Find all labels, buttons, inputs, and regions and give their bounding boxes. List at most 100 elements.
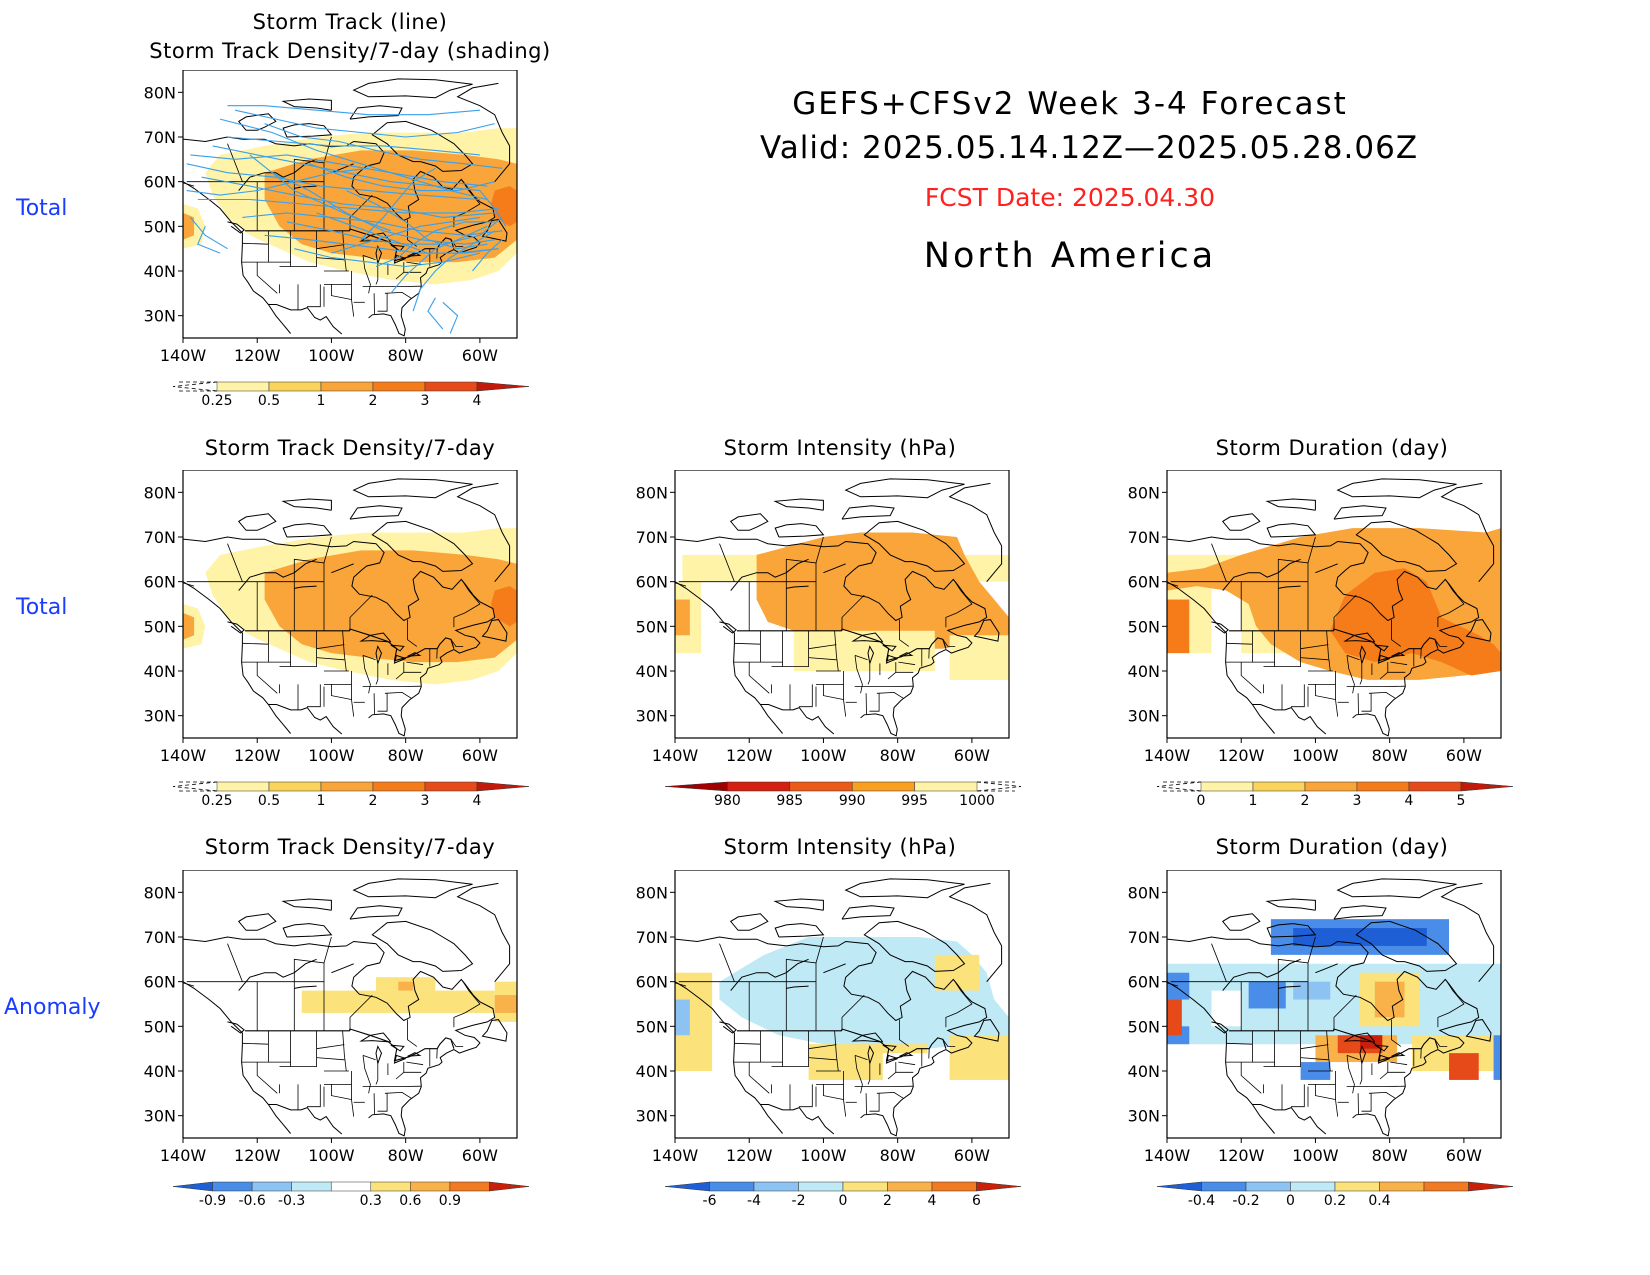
- panel-title-density-total: Storm Track Density/7-day: [140, 434, 560, 463]
- colorbar-label: 985: [776, 793, 803, 808]
- colorbar-swatch: [320, 381, 374, 392]
- colorbar-swatch: [1460, 781, 1514, 792]
- colorbar-label: 0.5: [258, 793, 280, 808]
- colorbar-swatch: [1156, 1181, 1202, 1192]
- colorbar-label: 0.6: [399, 1193, 421, 1208]
- shading-region: [1330, 568, 1501, 676]
- lon-tick-label: 140W: [160, 746, 207, 765]
- colorbar-label: 4: [473, 793, 482, 808]
- colorbar-density-total: 0.25 0.5 1 2 3 4: [172, 781, 530, 808]
- lat-tick-label: 60N: [636, 573, 668, 592]
- lat-tick-label: 70N: [636, 928, 668, 947]
- lat-tick-label: 40N: [144, 1062, 176, 1081]
- lat-tick-label: 40N: [636, 1062, 668, 1081]
- storm-track-line: [190, 154, 488, 187]
- colorbar-swatch: [789, 781, 853, 792]
- lat-tick-label: 50N: [636, 1017, 668, 1036]
- map-frame: [674, 870, 1010, 1139]
- colorbar-swatch: [914, 781, 978, 792]
- lat-tick-label: 80N: [1128, 483, 1160, 502]
- lat-tick-label: 80N: [636, 883, 668, 902]
- lon-tick-label: 60W: [1446, 1146, 1482, 1165]
- region-name: North America: [923, 236, 1217, 276]
- lon-tick-label: 100W: [308, 1146, 355, 1165]
- shading-cell: [1374, 981, 1405, 1018]
- lon-tick-label: 80W: [388, 746, 424, 765]
- lat-tick-label: 30N: [144, 1107, 176, 1126]
- colorbar-swatch: [1290, 1181, 1336, 1192]
- colorbar-open-end: [172, 381, 218, 392]
- title-line: Storm Track Density/7-day: [204, 436, 496, 460]
- colorbar-label: 6: [972, 1193, 981, 1208]
- title-line: Storm Intensity (hPa): [723, 835, 957, 859]
- colorbar-swatch: [216, 381, 270, 392]
- lon-tick-label: 100W: [800, 1146, 847, 1165]
- colorbar-swatch: [268, 781, 322, 792]
- storm-track-line: [201, 176, 495, 218]
- map-frame: [674, 470, 1010, 739]
- colorbar-swatch: [1200, 781, 1254, 792]
- lon-tick-label: 80W: [1372, 746, 1408, 765]
- shading-cell: [675, 599, 690, 636]
- colorbar-label: 4: [473, 393, 482, 408]
- colorbar-label: 0.4: [1368, 1193, 1390, 1208]
- colorbar-swatch: [753, 1181, 799, 1192]
- lat-tick-label: 30N: [1128, 1107, 1160, 1126]
- colorbar-swatch: [251, 1181, 292, 1192]
- colorbar-intensity-total: 980 985 990 995 1000: [664, 781, 1022, 808]
- shading-cell: [1167, 972, 1190, 1000]
- lon-tick-label: 120W: [234, 746, 281, 765]
- lat-tick-label: 80N: [636, 483, 668, 502]
- storm-track-line: [360, 167, 436, 241]
- map-frame: [182, 70, 518, 339]
- lon-tick-label: 140W: [160, 1146, 207, 1165]
- lon-tick-label: 60W: [462, 346, 498, 365]
- lat-tick-label: 50N: [1128, 617, 1160, 636]
- lat-tick-label: 50N: [1128, 1017, 1160, 1036]
- lat-tick-label: 40N: [636, 662, 668, 681]
- colorbar-open-end: [1156, 781, 1202, 792]
- colorbar-swatch: [664, 1181, 710, 1192]
- shading-cell: [1211, 990, 1242, 1027]
- colorbar-label: -6: [703, 1193, 717, 1208]
- lat-tick-label: 50N: [144, 1017, 176, 1036]
- colorbar-label: 0: [839, 1193, 848, 1208]
- colorbar-label: 2: [1301, 793, 1310, 808]
- storm-track-line: [186, 163, 480, 201]
- colorbar-label: 990: [839, 793, 866, 808]
- storm-track-line: [227, 105, 480, 116]
- shading-cell: [949, 635, 1009, 680]
- storm-track-line: [294, 248, 481, 268]
- colorbar-swatch: [1334, 1181, 1380, 1192]
- panel-title-duration-anomaly: Storm Duration (day): [1122, 833, 1542, 862]
- lon-tick-label: 80W: [1372, 1146, 1408, 1165]
- colorbar-swatch: [1245, 1181, 1291, 1192]
- shading-cell: [301, 990, 495, 1013]
- colorbar-swatch: [1201, 1181, 1247, 1192]
- map-panel-density-anomaly: 80N 70N 60N 50N 40N 30N 140W 120W 100W 80W 60W: [144, 870, 518, 1165]
- storm-track-line: [212, 145, 480, 192]
- colorbar-label: 0.3: [360, 1193, 382, 1208]
- map-frame: [182, 470, 518, 739]
- colorbar-label: -0.3: [278, 1193, 305, 1208]
- lat-tick-label: 40N: [144, 662, 176, 681]
- storm-track-line: [346, 190, 488, 250]
- shading-cell: [1449, 1053, 1479, 1080]
- colorbar-label: 3: [421, 793, 430, 808]
- lon-tick-label: 140W: [160, 346, 207, 365]
- shading-region: [491, 186, 517, 227]
- colorbar-open-end: [976, 781, 1022, 792]
- colorbar-swatch: [372, 781, 426, 792]
- colorbar-label: 980: [714, 793, 741, 808]
- colorbar-swatch: [1379, 1181, 1425, 1192]
- colorbar-swatch: [1408, 781, 1462, 792]
- valid-period: Valid: 2025.05.14.12Z—2025.05.28.06Z: [760, 130, 1419, 166]
- colorbar-label: 2: [369, 393, 378, 408]
- colorbar-swatch: [842, 1181, 888, 1192]
- lat-tick-label: 30N: [144, 307, 176, 326]
- storm-track-line: [316, 212, 499, 254]
- colorbar-label: -0.4: [1188, 1193, 1215, 1208]
- lat-tick-label: 70N: [1128, 528, 1160, 547]
- lat-tick-label: 50N: [636, 617, 668, 636]
- colorbar-label: 0.9: [439, 1193, 461, 1208]
